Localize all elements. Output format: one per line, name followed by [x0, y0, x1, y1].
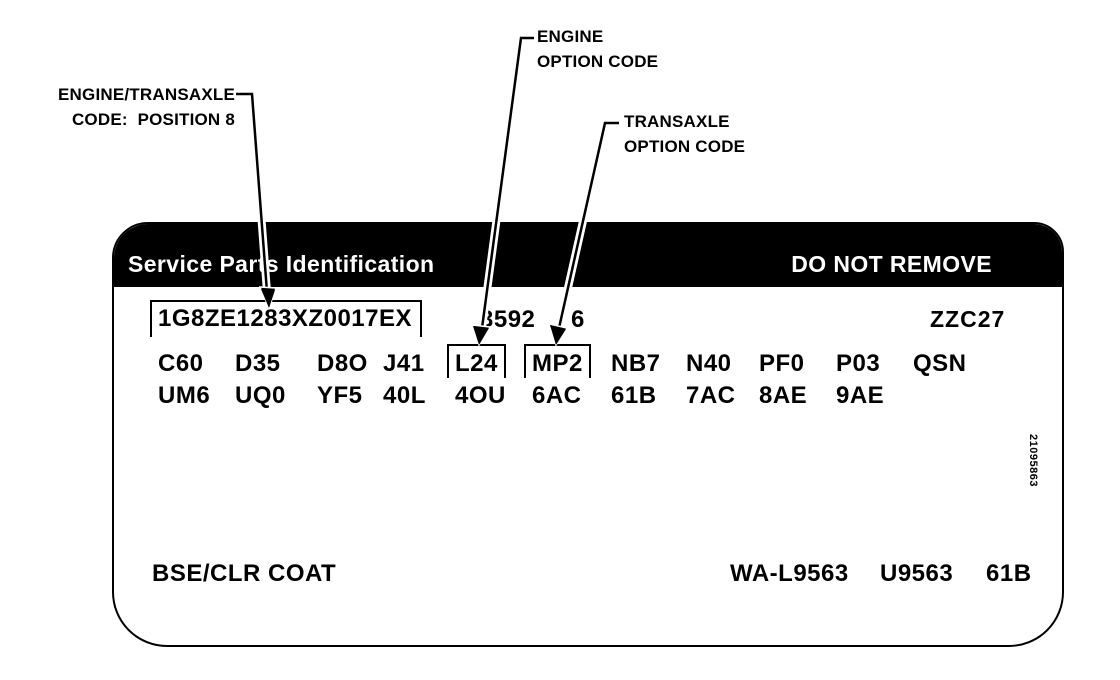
vin-value: 1G8ZE1283XZ0017EX	[158, 305, 412, 332]
callout-transaxle-option-code: TRANSAXLE OPTION CODE	[624, 109, 745, 159]
option-code: UQ0	[235, 382, 286, 409]
callout-engine-transaxle-code: ENGINE/TRANSAXLE CODE: POSITION 8	[30, 82, 235, 132]
option-code: UM6	[158, 382, 211, 409]
option-code: C60	[158, 350, 204, 377]
service-parts-label: Service Parts Identification DO NOT REMO…	[112, 222, 1064, 647]
callout-engine-option-line2: OPTION CODE	[537, 52, 659, 71]
option-code: D8O	[317, 350, 368, 377]
paint-type: BSE/CLR COAT	[152, 560, 337, 587]
paint-code: 61B	[986, 560, 1032, 587]
callout-engine-option-code: ENGINE OPTION CODE	[537, 24, 658, 74]
option-code: 6AC	[532, 382, 582, 409]
callout-engine-transaxle-line1: ENGINE/TRANSAXLE	[58, 85, 235, 104]
callout-engine-transaxle-line2: CODE: POSITION 8	[71, 110, 235, 129]
option-code: 9AE	[836, 382, 885, 409]
callout-engine-option-line1: ENGINE	[537, 27, 604, 46]
option-code: D35	[235, 350, 281, 377]
label-header-bar: Service Parts Identification DO NOT REMO…	[114, 224, 1062, 287]
option-code-engine-boxed: L24	[447, 344, 506, 378]
option-code: PF0	[759, 350, 805, 377]
do-not-remove-warning: DO NOT REMOVE	[791, 251, 992, 277]
option-code: YF5	[317, 382, 363, 409]
option-code: 7AC	[686, 382, 736, 409]
paint-code: U9563	[880, 560, 954, 587]
option-code: N40	[686, 350, 732, 377]
paint-code: WA-L9563	[730, 560, 849, 587]
callout-transaxle-option-line2: OPTION CODE	[624, 137, 746, 156]
option-code: 40L	[383, 382, 426, 409]
callout-transaxle-option-line1: TRANSAXLE	[624, 112, 730, 131]
option-code: 61B	[611, 382, 657, 409]
option-code: 4OU	[455, 382, 506, 409]
label-title: Service Parts Identification	[128, 251, 435, 277]
option-code: 8AE	[759, 382, 808, 409]
model-code: ZZC27	[930, 306, 1006, 332]
label-part-number-vertical: 21095863	[1027, 434, 1039, 487]
sequence-suffix: 6	[571, 306, 585, 333]
option-code: QSN	[913, 350, 967, 377]
option-code-transaxle-boxed: MP2	[524, 344, 591, 378]
vin-box: 1G8ZE1283XZ0017EX	[150, 300, 422, 337]
sequence-number: 3592	[480, 306, 536, 333]
option-code: NB7	[611, 350, 661, 377]
option-code: J41	[383, 350, 425, 377]
option-code: P03	[836, 350, 881, 377]
